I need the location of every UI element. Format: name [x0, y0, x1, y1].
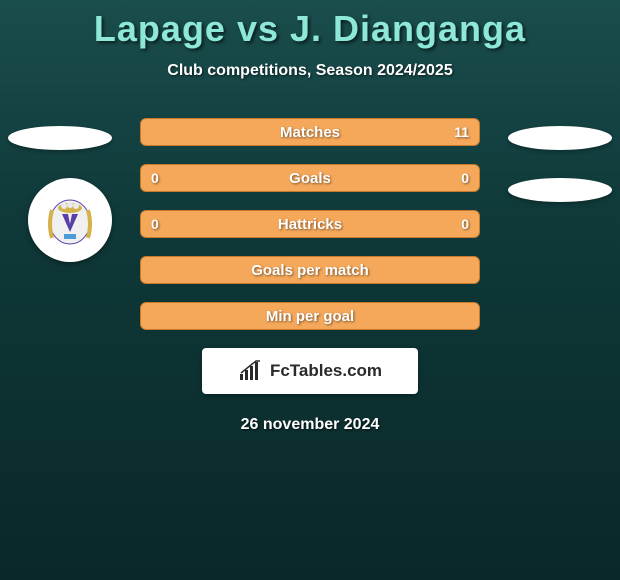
brand-label: FcTables.com: [270, 361, 382, 381]
date-label: 26 november 2024: [0, 416, 620, 434]
brand-attribution[interactable]: FcTables.com: [202, 348, 418, 394]
stat-label: Hattricks: [278, 216, 342, 233]
page-title: Lapage vs J. Dianganga: [0, 0, 620, 50]
stat-row-goals-per-match: Goals per match: [140, 256, 480, 284]
stats-container: Matches 11 0 Goals 0 0 Hattricks 0 Goals…: [0, 118, 620, 434]
stat-label: Goals: [289, 170, 331, 187]
stat-row-hattricks: 0 Hattricks 0: [140, 210, 480, 238]
page-subtitle: Club competitions, Season 2024/2025: [0, 62, 620, 80]
stat-label: Goals per match: [251, 262, 369, 279]
stat-label: Min per goal: [266, 308, 354, 325]
stat-right-value: 0: [449, 216, 469, 232]
stat-right-value: 0: [449, 170, 469, 186]
stat-label: Matches: [280, 124, 340, 141]
stat-row-min-per-goal: Min per goal: [140, 302, 480, 330]
stat-right-value: 11: [449, 124, 469, 140]
stat-left-value: 0: [151, 170, 171, 186]
bar-chart-icon: [238, 360, 264, 382]
stat-row-matches: Matches 11: [140, 118, 480, 146]
stat-left-value: 0: [151, 216, 171, 232]
stat-row-goals: 0 Goals 0: [140, 164, 480, 192]
